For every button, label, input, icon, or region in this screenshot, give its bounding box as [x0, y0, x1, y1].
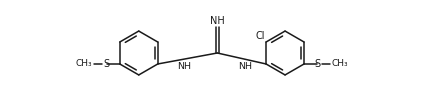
Text: CH₃: CH₃	[75, 60, 92, 68]
Text: S: S	[103, 59, 110, 69]
Text: NH: NH	[210, 16, 225, 26]
Text: NH: NH	[239, 62, 253, 71]
Text: S: S	[314, 59, 320, 69]
Text: NH: NH	[177, 62, 191, 71]
Text: Cl: Cl	[256, 31, 265, 41]
Text: CH₃: CH₃	[332, 60, 349, 68]
